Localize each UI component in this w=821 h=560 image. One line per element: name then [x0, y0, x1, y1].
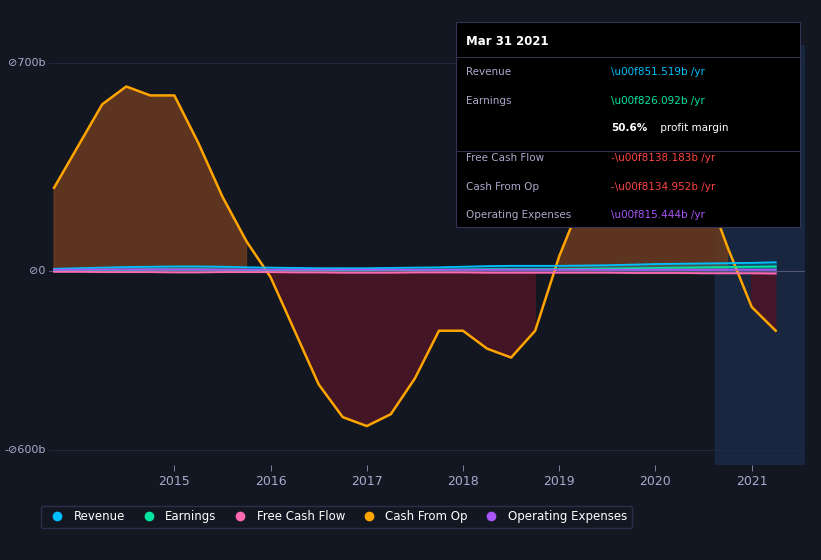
Text: profit margin: profit margin: [658, 123, 729, 133]
Text: Free Cash Flow: Free Cash Flow: [466, 153, 544, 163]
Text: ⊘0: ⊘0: [29, 266, 45, 276]
Text: \u00f826.092b /yr: \u00f826.092b /yr: [611, 96, 704, 106]
Text: \u00f815.444b /yr: \u00f815.444b /yr: [611, 211, 704, 221]
Text: Mar 31 2021: Mar 31 2021: [466, 35, 548, 48]
Legend: Revenue, Earnings, Free Cash Flow, Cash From Op, Operating Expenses: Revenue, Earnings, Free Cash Flow, Cash …: [41, 506, 632, 528]
Text: -\u00f8138.183b /yr: -\u00f8138.183b /yr: [611, 153, 715, 163]
Text: Earnings: Earnings: [466, 96, 511, 106]
Text: Revenue: Revenue: [466, 67, 511, 77]
Text: Cash From Op: Cash From Op: [466, 182, 539, 192]
Text: \u00f851.519b /yr: \u00f851.519b /yr: [611, 67, 704, 77]
Text: Operating Expenses: Operating Expenses: [466, 211, 571, 221]
Text: -\u00f8134.952b /yr: -\u00f8134.952b /yr: [611, 182, 715, 192]
Text: 50.6%: 50.6%: [611, 123, 647, 133]
Text: ⊘700b: ⊘700b: [8, 58, 45, 68]
Text: -⊘600b: -⊘600b: [4, 445, 45, 455]
Bar: [715, 45, 805, 465]
